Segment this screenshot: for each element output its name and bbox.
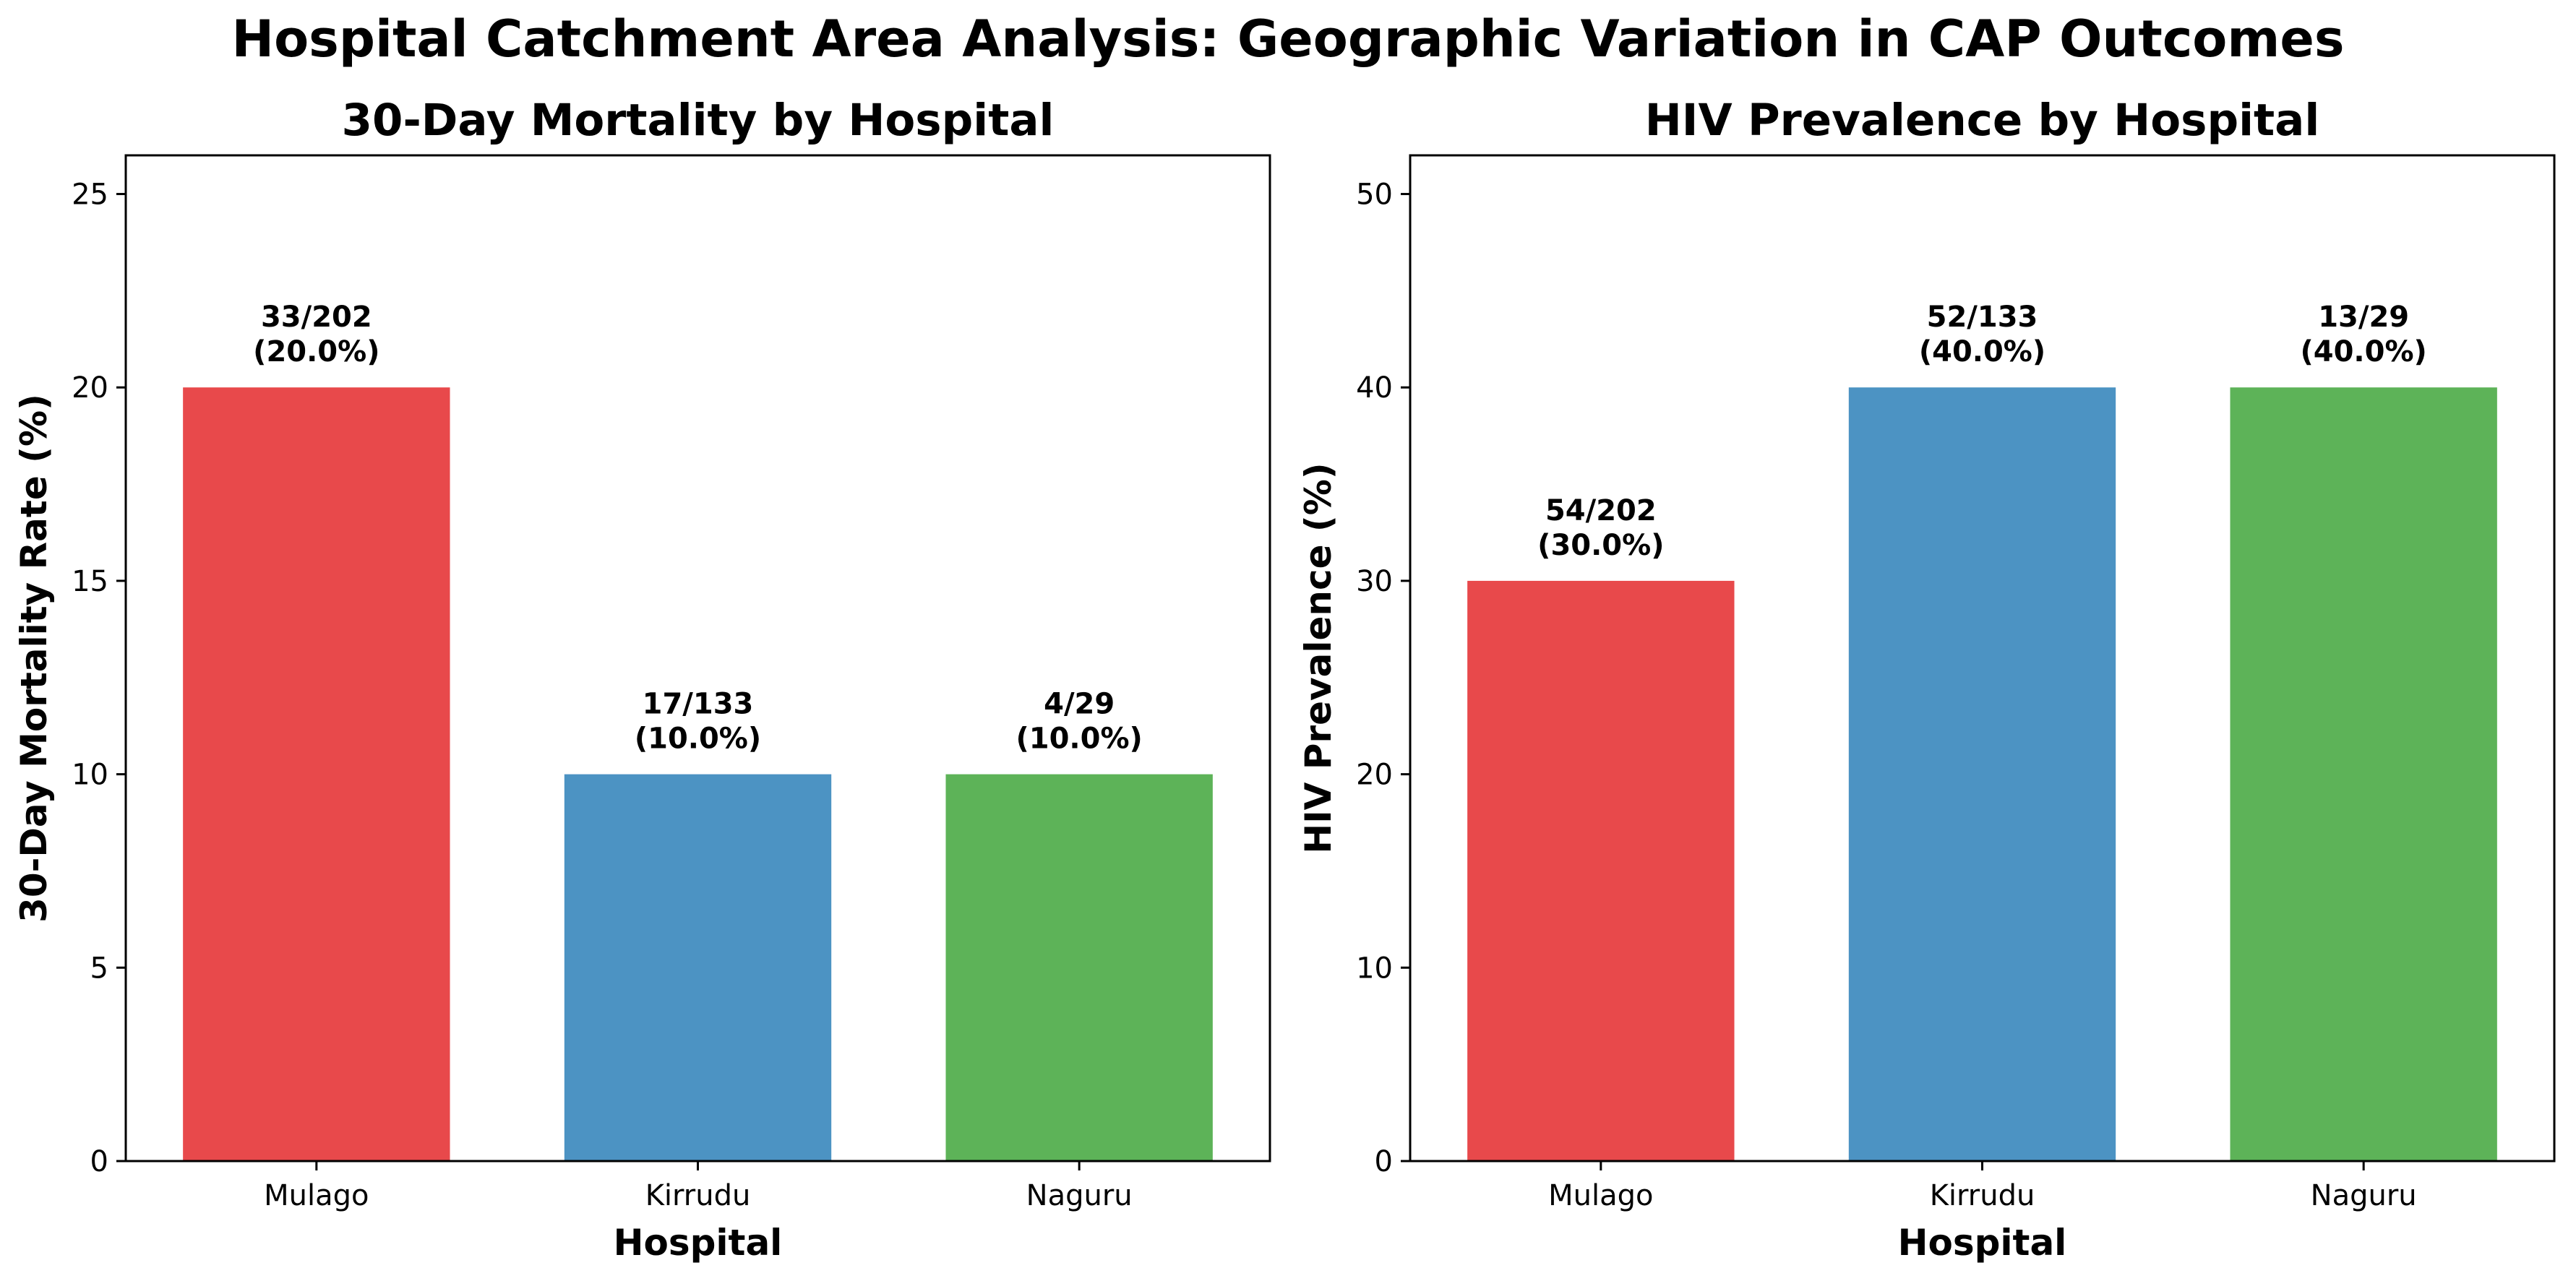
x-axis-label: Hospital (614, 1222, 783, 1264)
y-tick-label: 0 (90, 1145, 108, 1178)
chart-panel-1: 33/202 (20.0%) 17/133 (10.0%) 4/29 (10.0%) 0 5 1… (13, 95, 1271, 1264)
y-axis-label: 30-Day Mortality Rate (%) (13, 394, 55, 923)
bar-data-label: 17/133 (10.0%) (635, 688, 761, 756)
x-tick-label: Naguru (2311, 1179, 2417, 1212)
bar-mulago (183, 387, 450, 1162)
bar-mulago (1467, 580, 1735, 1161)
y-tick-label: 25 (72, 178, 108, 212)
bar-kirrudu (564, 774, 832, 1161)
bar-data-label: 52/133 (40.0%) (1919, 301, 2045, 368)
y-tick-label: 40 (1356, 371, 1393, 405)
x-tick-label: Kirrudu (645, 1179, 751, 1212)
bar-naguru (2230, 387, 2497, 1162)
bar-data-label: 33/202 (20.0%) (253, 301, 379, 368)
bar-data-label: 4/29 (10.0%) (1016, 688, 1142, 756)
bar-data-label: 54/202 (30.0%) (1537, 494, 1664, 562)
x-axis-label: Hospital (1898, 1222, 2067, 1264)
chart-panel-2: 54/202 (30.0%) 52/133 (40.0%) 13/29 (40.0%) 0 1… (1297, 95, 2556, 1264)
bar-naguru (945, 774, 1213, 1161)
x-tick-label: Mulago (1548, 1179, 1653, 1212)
bar-kirrudu (1848, 387, 2116, 1162)
y-axis-label: HIV Prevalence (%) (1297, 462, 1339, 854)
x-tick-label: Naguru (1026, 1179, 1133, 1212)
bar-data-label: 13/29 (40.0%) (2300, 301, 2426, 368)
panel-title: HIV Prevalence by Hospital (1645, 95, 2320, 146)
panel-title: 30-Day Mortality by Hospital (342, 95, 1055, 146)
y-tick-label: 50 (1356, 178, 1393, 212)
x-tick-label: Kirrudu (1930, 1179, 2035, 1212)
y-tick-label: 30 (1356, 565, 1393, 598)
y-tick-label: 20 (1356, 759, 1393, 792)
y-tick-label: 5 (90, 952, 108, 985)
y-tick-label: 10 (1356, 952, 1393, 985)
y-tick-label: 15 (72, 565, 108, 598)
y-tick-label: 0 (1375, 1145, 1393, 1178)
x-tick-label: Mulago (264, 1179, 369, 1212)
y-tick-label: 20 (72, 371, 108, 405)
y-tick-label: 10 (72, 759, 108, 792)
figure-suptitle: Hospital Catchment Area Analysis: Geogra… (232, 9, 2345, 69)
